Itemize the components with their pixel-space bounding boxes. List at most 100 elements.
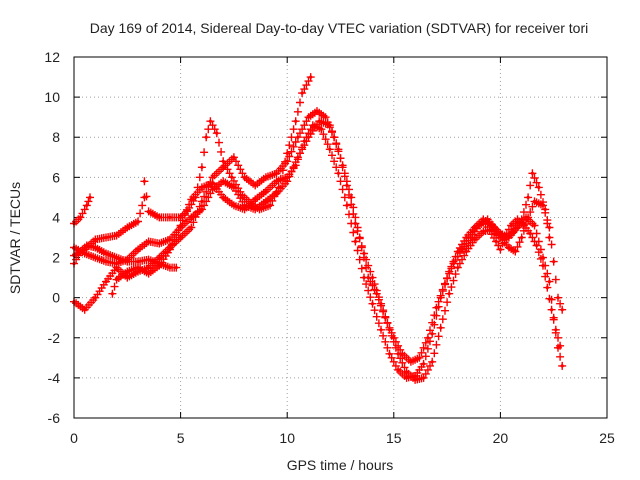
- data-point: [211, 175, 215, 179]
- data-point: [142, 179, 146, 183]
- data-point: [243, 207, 247, 211]
- x-tick-label: 15: [386, 430, 402, 446]
- data-point: [439, 326, 443, 330]
- series-track-6: [108, 121, 567, 382]
- data-point: [515, 217, 520, 221]
- plot-frame: [73, 56, 608, 419]
- data-point: [93, 237, 97, 242]
- data-point: [366, 276, 370, 280]
- data-point: [556, 346, 560, 350]
- data-point: [104, 235, 108, 240]
- x-tick-label: 25: [599, 430, 615, 446]
- data-point: [208, 119, 212, 123]
- data-point: [230, 175, 234, 179]
- data-point: [243, 175, 247, 179]
- data-point: [104, 251, 108, 256]
- data-point: [370, 276, 375, 280]
- y-tick-label: -2: [48, 330, 61, 346]
- data-point: [413, 374, 417, 378]
- data-point: [353, 221, 357, 226]
- data-point: [509, 223, 513, 228]
- data-point: [179, 235, 183, 240]
- data-point: [554, 328, 558, 332]
- data-point: [362, 276, 366, 280]
- data-point: [93, 245, 97, 250]
- data-point: [349, 195, 353, 199]
- data-point: [483, 221, 488, 226]
- y-tick-labels: -6 -4 -2 0 2 4 6 8 10 12: [44, 49, 60, 426]
- data-point: [319, 127, 323, 131]
- data-point: [104, 280, 108, 284]
- data-point: [379, 328, 383, 332]
- data-point: [535, 243, 539, 248]
- data-point: [547, 280, 552, 284]
- data-point: [405, 376, 409, 380]
- y-tick-label: 8: [52, 129, 60, 145]
- data-point: [507, 235, 511, 240]
- y-tick-label: -6: [48, 410, 61, 426]
- data-point: [547, 235, 552, 240]
- data-point: [221, 159, 225, 163]
- data-point: [417, 356, 421, 360]
- data-point: [200, 165, 204, 169]
- data-point: [515, 225, 520, 230]
- data-point: [481, 229, 485, 234]
- data-point: [136, 260, 140, 264]
- data-point: [204, 135, 208, 139]
- data-point: [430, 332, 434, 336]
- data-point: [422, 376, 426, 380]
- data-point: [300, 91, 304, 95]
- data-point: [189, 215, 193, 219]
- data-point: [179, 215, 183, 219]
- data-point: [253, 207, 257, 211]
- data-point: [189, 225, 193, 230]
- data-point: [168, 247, 172, 252]
- y-axis-label: SDTVAR / TECUs: [7, 182, 23, 294]
- data-point: [520, 235, 524, 240]
- data-point: [83, 251, 87, 256]
- data-point: [125, 225, 129, 230]
- data-point: [513, 249, 517, 254]
- data-point: [545, 286, 549, 290]
- data-point: [302, 139, 306, 143]
- y-tick-label: -4: [48, 370, 61, 386]
- data-point: [168, 266, 172, 270]
- data-point: [147, 272, 151, 276]
- data-point: [311, 123, 315, 127]
- data-point: [264, 175, 268, 179]
- data-point: [221, 165, 225, 169]
- data-point: [125, 276, 129, 280]
- data-point: [264, 199, 268, 203]
- data-point: [400, 352, 404, 356]
- data-point: [215, 131, 219, 135]
- data-point: [274, 191, 279, 195]
- data-point: [541, 264, 545, 268]
- series-track-7: [481, 215, 565, 350]
- data-point: [422, 362, 426, 366]
- data-point: [526, 195, 530, 199]
- data-point: [558, 344, 562, 348]
- data-point: [426, 336, 430, 340]
- data-point: [456, 249, 460, 254]
- data-point: [541, 203, 545, 207]
- data-point: [560, 364, 564, 368]
- data-point: [547, 225, 552, 230]
- y-tick-label: 2: [52, 250, 60, 266]
- data-point: [253, 197, 257, 201]
- data-point: [345, 183, 349, 187]
- y-tick-label: 4: [52, 209, 60, 225]
- data-point: [362, 251, 366, 256]
- data-point: [264, 189, 268, 193]
- data-point: [473, 225, 477, 230]
- data-point: [379, 302, 383, 306]
- data-point: [274, 179, 279, 183]
- x-tick-label: 20: [493, 430, 509, 446]
- data-point: [136, 266, 140, 270]
- data-point: [136, 247, 140, 252]
- data-point: [473, 237, 477, 242]
- data-point: [405, 370, 409, 374]
- data-point: [136, 219, 140, 224]
- data-point: [147, 209, 151, 213]
- data-point: [221, 195, 225, 199]
